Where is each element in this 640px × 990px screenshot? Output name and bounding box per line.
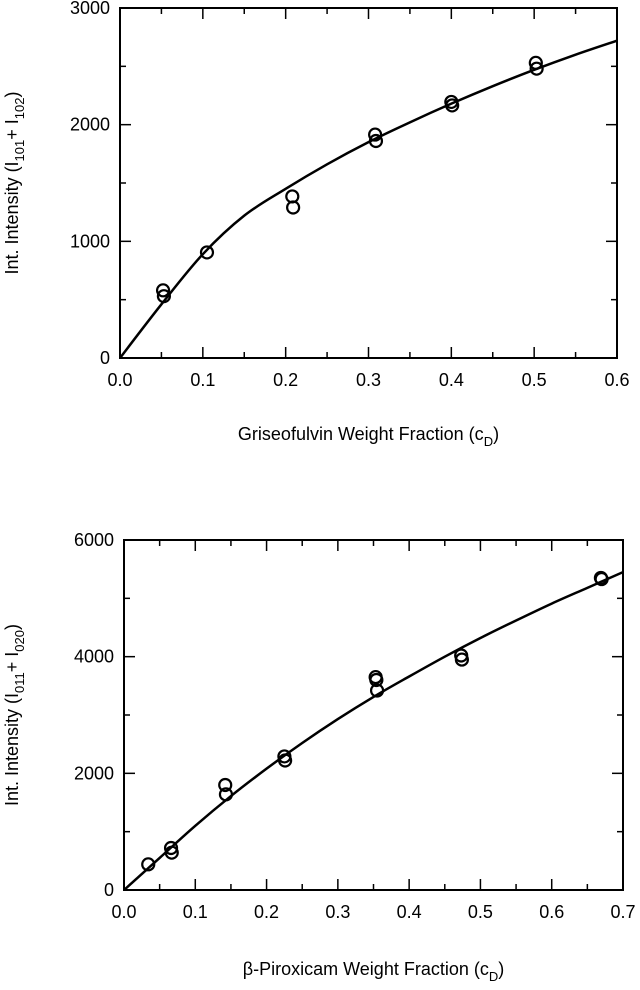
data-point [594, 571, 609, 587]
x-tick-label: 0.2 [273, 370, 298, 390]
x-tick-label: 0.3 [356, 370, 381, 390]
y-axis-label: Int. Intensity (I011+ I020) [2, 624, 27, 806]
tick-labels: 0.0 0.1 0.2 0.3 0.4 0.5 0.6 0.7 0 2000 4000 6000 [74, 530, 636, 922]
data-point [141, 857, 156, 872]
data-point [368, 133, 384, 149]
data-point [529, 61, 544, 76]
x-tick-label: 0.2 [254, 902, 279, 922]
data-point [218, 777, 233, 793]
x-tick-label: 0.5 [468, 902, 493, 922]
data-point [218, 787, 234, 802]
axis-ticks [123, 539, 624, 891]
data-point [155, 283, 171, 298]
y-tick-label: 0 [104, 880, 114, 900]
fit-curve [119, 39, 618, 359]
fit-curve [123, 570, 624, 891]
x-tick-label: 0.5 [522, 370, 547, 390]
x-tick-label: 0.1 [183, 902, 208, 922]
data-point [528, 55, 543, 70]
data-point [286, 200, 301, 215]
y-tick-label: 2000 [74, 763, 114, 783]
y-tick-label: 2000 [70, 115, 110, 135]
axis-ticks [119, 7, 618, 359]
y-tick-label: 6000 [74, 530, 114, 550]
data-point [164, 845, 179, 860]
y-axis-label: Int. Intensity (I101+ I102) [2, 92, 27, 275]
griseofulvin-chart: 0.0 0.1 0.2 0.3 0.4 0.5 0.6 0 1000 2000 3000 Grise… [2, 0, 630, 449]
data-point [199, 245, 215, 260]
x-tick-label: 0.3 [325, 902, 350, 922]
x-tick-label: 0.7 [610, 902, 635, 922]
x-axis-label: β-Piroxicam Weight Fraction (cD) [243, 959, 504, 984]
data-point [369, 683, 385, 698]
plot-frame [123, 539, 624, 891]
tick-labels: 0.0 0.1 0.2 0.3 0.4 0.5 0.6 0 1000 2000 3000 [70, 0, 630, 390]
data-point [445, 98, 460, 113]
piroxicam-chart: 0.0 0.1 0.2 0.3 0.4 0.5 0.6 0.7 0 2000 4000 6000 β-… [2, 530, 636, 984]
x-tick-label: 0.6 [539, 902, 564, 922]
x-tick-label: 0.6 [604, 370, 629, 390]
data-point [156, 289, 172, 304]
x-axis-label: Griseofulvin Weight Fraction (cD) [238, 424, 499, 449]
y-tick-label: 0 [100, 348, 110, 368]
data-point [278, 753, 293, 768]
data-points [141, 570, 609, 872]
data-points [155, 55, 544, 304]
data-point [368, 127, 383, 142]
data-point [454, 652, 469, 667]
y-tick-label: 1000 [70, 231, 110, 251]
y-tick-label: 3000 [70, 0, 110, 18]
x-tick-label: 0.0 [107, 370, 132, 390]
x-tick-label: 0.4 [397, 902, 422, 922]
x-tick-label: 0.4 [439, 370, 464, 390]
y-tick-label: 4000 [74, 647, 114, 667]
data-point [369, 672, 384, 688]
x-tick-label: 0.0 [111, 902, 136, 922]
x-tick-label: 0.1 [190, 370, 215, 390]
